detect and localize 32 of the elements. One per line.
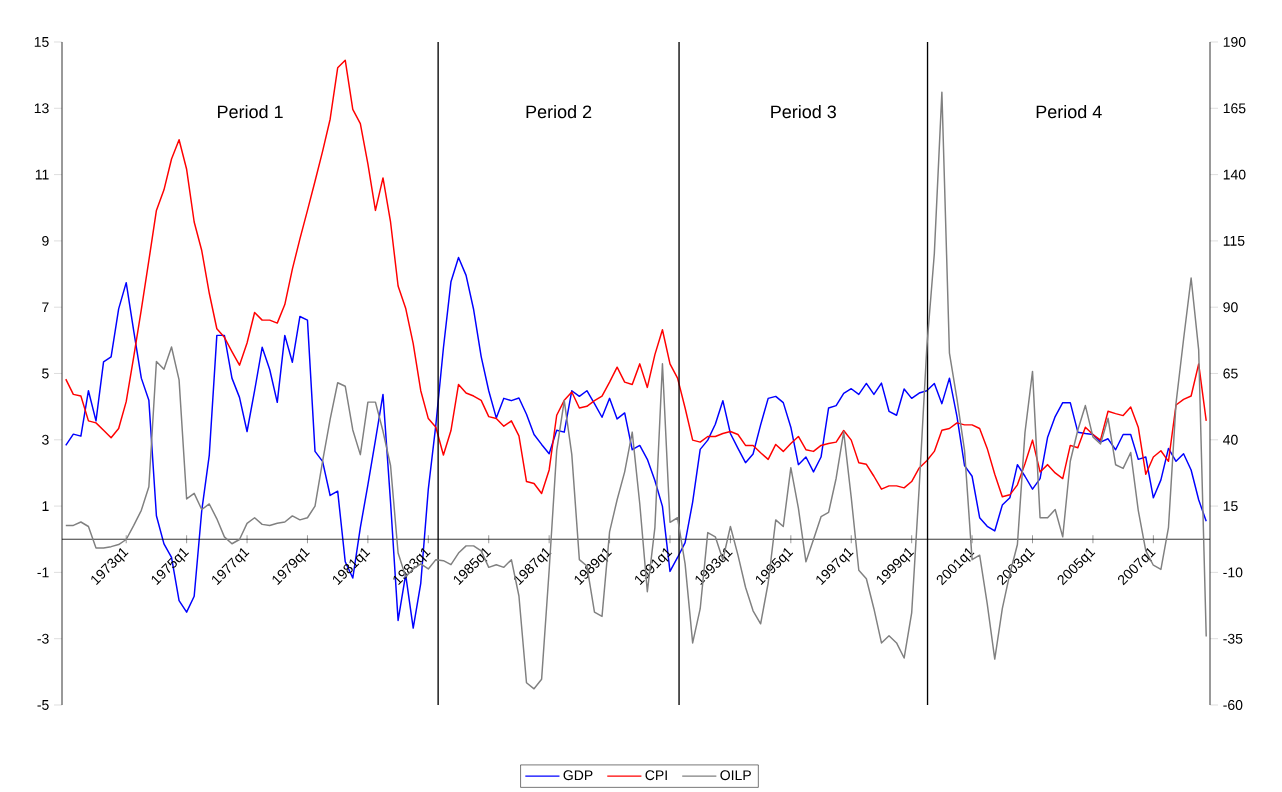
y2-tick-label: -35 bbox=[1223, 633, 1243, 644]
line-series bbox=[65, 59, 1207, 498]
y-tick-label: 15 bbox=[34, 37, 49, 47]
y-tick-label: 11 bbox=[35, 169, 49, 180]
y2-tick-label: 90 bbox=[1223, 302, 1238, 313]
y2-tick-label: -10 bbox=[1223, 567, 1243, 578]
line-series bbox=[65, 256, 1207, 629]
annotation: Period 2 bbox=[526, 104, 592, 119]
y-tick-label: -3 bbox=[37, 633, 49, 644]
y-tick-label: 5 bbox=[42, 368, 49, 379]
y2-tick-label: 190 bbox=[1223, 37, 1246, 47]
y2-tick-label: 15 bbox=[1223, 501, 1238, 511]
y-tick-label: -5 bbox=[37, 700, 49, 710]
y2-tick-label: 115 bbox=[1223, 236, 1245, 246]
y-tick-label: 1 bbox=[42, 501, 49, 511]
y-tick-label: 3 bbox=[42, 434, 49, 445]
annotation: Period 1 bbox=[218, 104, 283, 119]
y2-tick-label: -60 bbox=[1223, 700, 1243, 710]
y-tick-label: 13 bbox=[34, 103, 49, 114]
y2-tick-label: 40 bbox=[1223, 434, 1238, 445]
y-tick-label: 7 bbox=[42, 302, 49, 313]
annotation: Period 3 bbox=[771, 104, 836, 119]
legend-label: OILP bbox=[720, 770, 751, 781]
y2-tick-label: 65 bbox=[1223, 368, 1238, 379]
legend-label: CPI bbox=[645, 770, 667, 781]
line-series bbox=[65, 91, 1207, 690]
annotation: Period 4 bbox=[1036, 104, 1102, 119]
y2-tick-label: 165 bbox=[1223, 103, 1246, 114]
legend-label: GDP bbox=[563, 770, 593, 781]
y-tick-label: -1 bbox=[37, 567, 49, 578]
y-tick-label: 9 bbox=[42, 235, 49, 246]
y2-tick-label: 140 bbox=[1223, 169, 1246, 180]
